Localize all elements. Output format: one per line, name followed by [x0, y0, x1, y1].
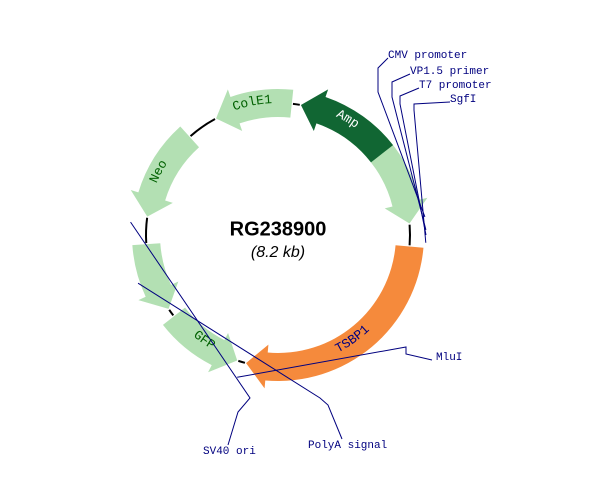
backbone-segment	[169, 310, 173, 316]
backbone-segment	[191, 119, 215, 136]
plasmid-name: RG238900	[230, 218, 327, 240]
backbone-segment	[293, 104, 300, 105]
feature-tsbp1	[246, 245, 423, 388]
feature-polya	[132, 243, 178, 309]
ext-label-0: CMV promoter	[388, 50, 467, 62]
leader-3	[414, 102, 450, 243]
ext-label-2: T7 promoter	[419, 80, 492, 92]
backbone-segment	[146, 218, 147, 243]
ext-label-3: SgfI	[450, 94, 476, 106]
plasmid-size: (8.2 kb)	[251, 244, 305, 261]
ext-label-5: PolyA signal	[308, 440, 387, 452]
ext-label-6: SV40 ori	[203, 446, 256, 458]
ext-label-1: VP1.5 primer	[410, 66, 489, 78]
backbone-segment	[238, 361, 245, 363]
ext-label-4: MluI	[436, 352, 462, 364]
